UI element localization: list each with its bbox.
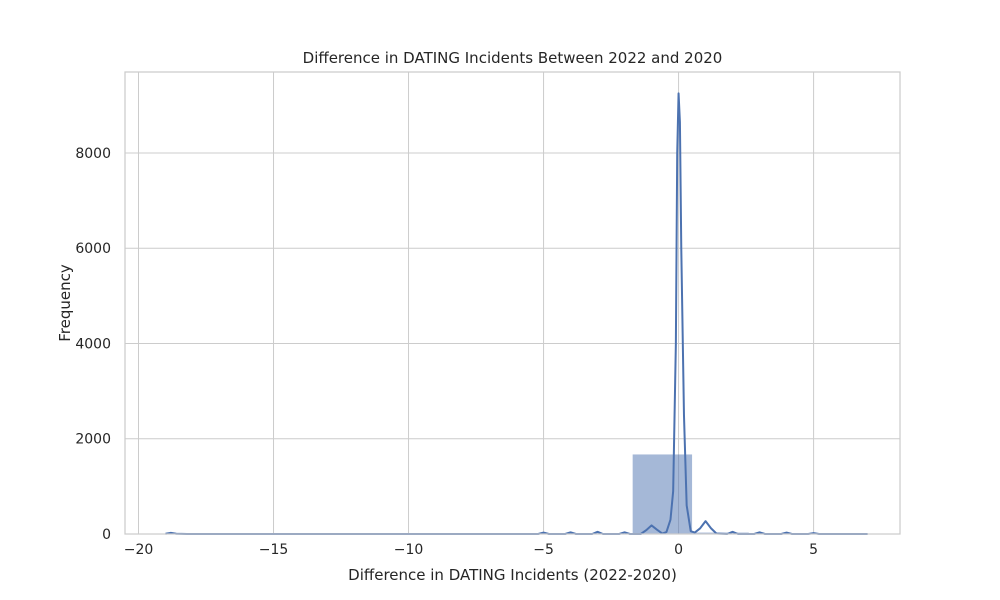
y-tick-label: 2000 (75, 432, 111, 448)
y-tick-label: 0 (102, 527, 111, 543)
y-tick-label: 8000 (75, 146, 111, 162)
x-tick-label: −5 (533, 542, 554, 558)
chart-title: Difference in DATING Incidents Between 2… (303, 49, 723, 67)
y-axis-label: Frequency (56, 264, 74, 342)
x-tick-label: 5 (809, 542, 818, 558)
x-tick-label: −20 (124, 542, 154, 558)
x-axis-label: Difference in DATING Incidents (2022-202… (348, 566, 677, 584)
x-tick-label: −15 (259, 542, 289, 558)
grid (125, 72, 900, 535)
x-tick-label: 0 (674, 542, 683, 558)
plot-frame (124, 71, 901, 535)
y-axis-ticks: 0 2000 4000 6000 8000 (75, 146, 111, 543)
x-axis-ticks: −20 −15 −10 −5 0 5 (124, 542, 818, 558)
histogram-bar (632, 454, 693, 534)
y-tick-label: 4000 (75, 336, 111, 352)
kde-curve (165, 92, 868, 535)
x-tick-label: −10 (394, 542, 424, 558)
y-tick-label: 6000 (75, 241, 111, 257)
histogram-bars (165, 454, 863, 535)
